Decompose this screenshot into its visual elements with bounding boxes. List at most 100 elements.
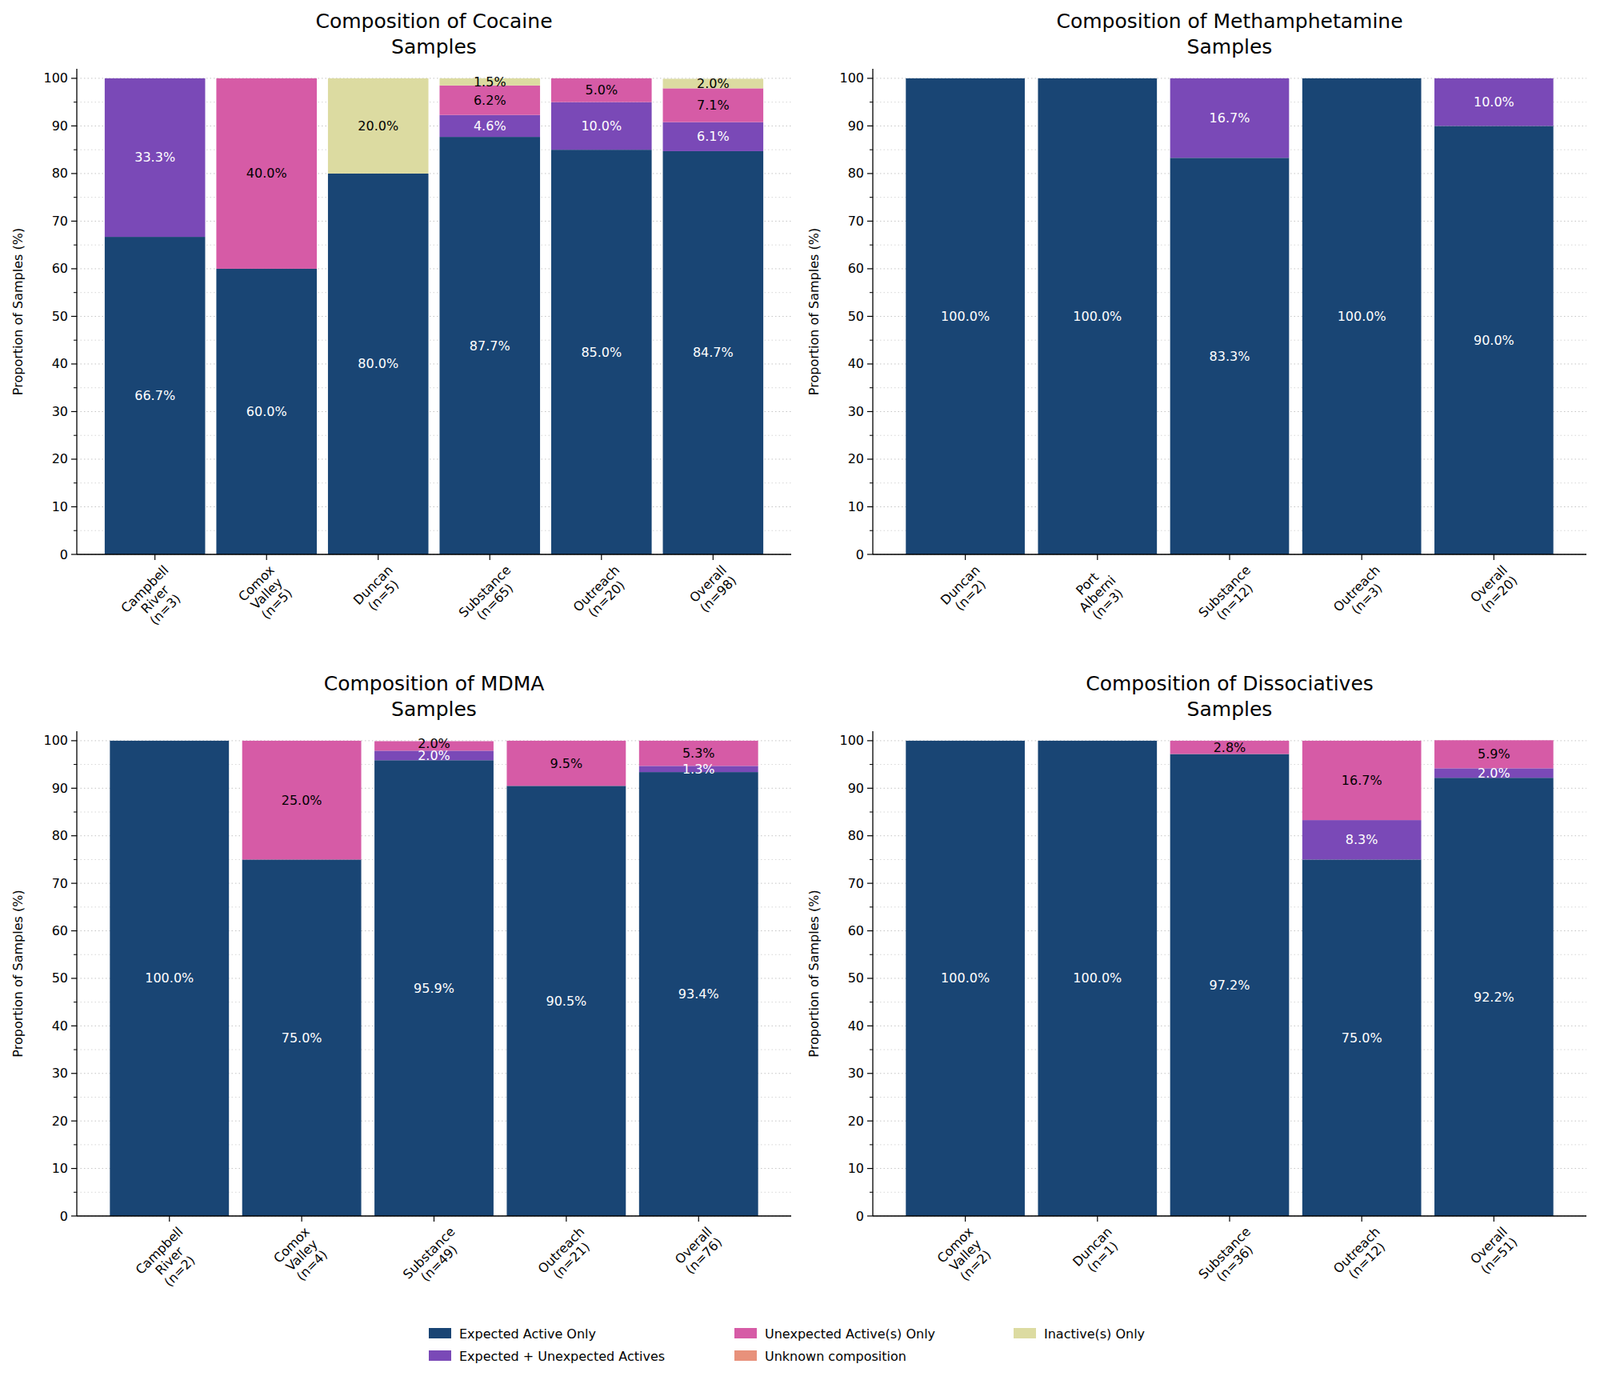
bar-segment: Inactive(s) Only [1434, 740, 1554, 741]
x-tick-label-group: Overall(n=98) [686, 562, 740, 616]
label-line: (n=12) [1345, 1239, 1388, 1282]
label-line: (n=12) [1213, 580, 1256, 623]
bar-segment: Expected + Unexpected Actives [439, 115, 540, 137]
label-line: (n=2) [160, 1252, 198, 1290]
x-tick-label-group: Substance(n=12) [1195, 562, 1264, 631]
x-tick [301, 1216, 303, 1222]
y-minor-tick [73, 1001, 77, 1003]
data-label: 100.0% [940, 308, 990, 324]
y-minor-tick [73, 1192, 77, 1193]
y-tick [867, 1215, 873, 1216]
y-tick-label: 50 [848, 308, 864, 324]
bar-segment: Unknown composition [551, 77, 652, 79]
bar-segment: Inactive(s) Only [1037, 740, 1157, 741]
bar-segment: Unknown composition [506, 740, 626, 741]
y-tick [71, 268, 77, 269]
y-tick-label: 20 [52, 1113, 68, 1129]
data-label: 7.1% [696, 97, 730, 113]
bar-segment: Unknown composition [1037, 77, 1157, 79]
x-tick-label: Outreach(n=12) [1330, 1224, 1393, 1287]
x-tick-label: CampbellRiver(n=3) [117, 562, 192, 636]
y-tick [71, 316, 77, 317]
bar-segment: Expected Active Only [1170, 754, 1290, 1216]
bars: Expected Active Only Expected Active Only… [104, 78, 764, 555]
bar-segment: Unknown composition [1434, 740, 1554, 741]
y-minor-tick [73, 292, 77, 293]
bar-segment: Expected + Unexpected Actives [905, 740, 1025, 741]
bar-segment: Expected + Unexpected Actives [1037, 740, 1157, 741]
bar-segment: Expected Active Only [663, 151, 764, 555]
data-label: 9.5% [550, 756, 584, 772]
y-tick [867, 553, 873, 555]
data-label: 40.0% [246, 165, 288, 181]
x-tick-label: Outreach(n=21) [535, 1224, 598, 1287]
x-tick [600, 554, 602, 560]
y-tick-label: 70 [52, 213, 68, 229]
data-label: 8.3% [1345, 832, 1379, 848]
bar-segment: Expected + Unexpected Actives [1302, 820, 1422, 860]
x-tick [489, 554, 491, 560]
bar-segment: Inactive(s) Only [109, 740, 229, 741]
x-tick-label: Overall(n=76) [672, 1224, 726, 1278]
bar-segment: Expected Active Only [1302, 859, 1422, 1216]
label-line: (n=3) [1088, 585, 1126, 623]
x-tick [1493, 554, 1495, 560]
bar-segment: Unexpected Active(s) Only [216, 78, 317, 269]
x-tick [1096, 1216, 1098, 1222]
y-minor-tick [73, 906, 77, 908]
bar-segment: Expected Active Only [216, 268, 317, 555]
y-axis-line [76, 68, 77, 555]
y-minor-tick [73, 1144, 77, 1145]
bar-segment: Unexpected Active(s) Only [439, 85, 540, 116]
data-label: 75.0% [1341, 1030, 1383, 1046]
data-label: 5.3% [682, 745, 716, 761]
y-minor-tick [73, 435, 77, 436]
data-label: 100.0% [1337, 308, 1387, 324]
x-tick [1361, 554, 1363, 560]
data-label: 100.0% [940, 970, 990, 986]
bars: Expected Active OnlyExpected Active Only… [905, 740, 1553, 1216]
y-minor-tick [869, 859, 873, 860]
title-line: Composition of Dissociatives [1085, 672, 1374, 696]
y-minor-tick [869, 1192, 873, 1193]
y-tick [71, 883, 77, 884]
panel: Expected Active Only Expected Active Only… [10, 9, 792, 636]
title-line: Samples [1187, 697, 1273, 721]
title-line: Samples [1187, 35, 1273, 59]
y-axis-label: Proportion of Samples (%) [806, 228, 822, 396]
y-tick [71, 977, 77, 979]
y-tick [867, 883, 873, 884]
y-minor-tick [73, 196, 77, 198]
y-tick-label: 20 [848, 1113, 864, 1129]
x-tick [1361, 1216, 1363, 1222]
y-minor-tick [869, 1144, 873, 1145]
data-labels: 100.0%100.0%83.3%100.0%90.0%16.7%10.0% [940, 94, 1515, 364]
data-label: 60.0% [246, 404, 288, 420]
bar-segment: Expected Active Only [1434, 777, 1554, 1216]
grid-line [76, 554, 792, 556]
panel: Expected Active OnlyExpected Active Only… [806, 9, 1588, 631]
y-tick [867, 1025, 873, 1027]
y-axis-line [76, 731, 77, 1216]
data-label: 83.3% [1209, 348, 1251, 364]
bar-segment: Expected + Unexpected Actives [1434, 78, 1554, 127]
label-line: (n=51) [1477, 1234, 1520, 1277]
y-tick [71, 1168, 77, 1169]
bar-segment: Inactive(s) Only [506, 740, 626, 741]
y-tick [71, 458, 77, 460]
x-tick [433, 1216, 435, 1222]
bar-segment: Expected + Unexpected Actives [551, 102, 652, 151]
legend-label: Expected Active Only [459, 1326, 596, 1342]
y-minor-tick [869, 906, 873, 908]
x-tick-label-group: Outreach(n=21) [535, 1224, 598, 1287]
x-tick-label-group: Overall(n=20) [1467, 562, 1521, 616]
data-label: 66.7% [134, 388, 176, 404]
bar-segment: Unexpected Active(s) Only [663, 88, 764, 122]
bar-segment: Unexpected Active(s) Only [1302, 77, 1422, 79]
x-tick-label-group: Duncan(n=1) [1069, 1224, 1126, 1280]
bar-segment: Unknown composition [1302, 740, 1422, 741]
chart-title: Composition of MethamphetamineSamples [1056, 9, 1403, 59]
bar-segment: Expected + Unexpected Actives [663, 122, 764, 152]
y-minor-tick [869, 292, 873, 293]
y-axis-label: Proportion of Samples (%) [10, 228, 26, 396]
